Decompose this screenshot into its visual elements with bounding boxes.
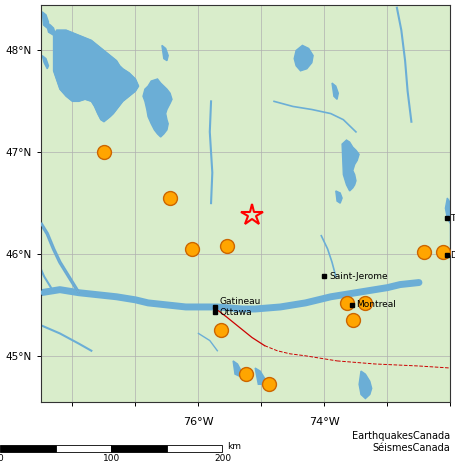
Text: Gatineau: Gatineau xyxy=(220,297,261,306)
Text: Saint-Jerome: Saint-Jerome xyxy=(329,272,388,281)
Text: EarthquakesCanada
SéismesCanada: EarthquakesCanada SéismesCanada xyxy=(352,432,450,453)
Polygon shape xyxy=(255,368,265,384)
Polygon shape xyxy=(359,371,372,398)
Text: Montreal: Montreal xyxy=(357,300,396,310)
Bar xyxy=(56,445,111,452)
Polygon shape xyxy=(42,12,49,28)
Text: 200: 200 xyxy=(214,454,231,463)
Text: Ottawa: Ottawa xyxy=(220,308,253,317)
Text: 0: 0 xyxy=(0,454,3,463)
Polygon shape xyxy=(332,83,339,99)
Polygon shape xyxy=(336,191,342,203)
Polygon shape xyxy=(342,140,359,191)
Polygon shape xyxy=(294,45,313,71)
Polygon shape xyxy=(143,79,172,137)
Text: 74°W: 74°W xyxy=(309,417,340,427)
Polygon shape xyxy=(54,30,139,122)
Text: Tro: Tro xyxy=(450,214,455,223)
Polygon shape xyxy=(162,45,168,61)
Polygon shape xyxy=(46,22,55,35)
Polygon shape xyxy=(445,198,450,224)
Text: km: km xyxy=(227,442,241,451)
Text: Dr: Dr xyxy=(450,251,455,260)
Polygon shape xyxy=(42,56,49,69)
Bar xyxy=(167,445,222,452)
Bar xyxy=(111,445,167,452)
Text: 100: 100 xyxy=(102,454,120,463)
Text: 76°W: 76°W xyxy=(183,417,214,427)
Bar xyxy=(0,445,56,452)
Polygon shape xyxy=(233,361,241,376)
